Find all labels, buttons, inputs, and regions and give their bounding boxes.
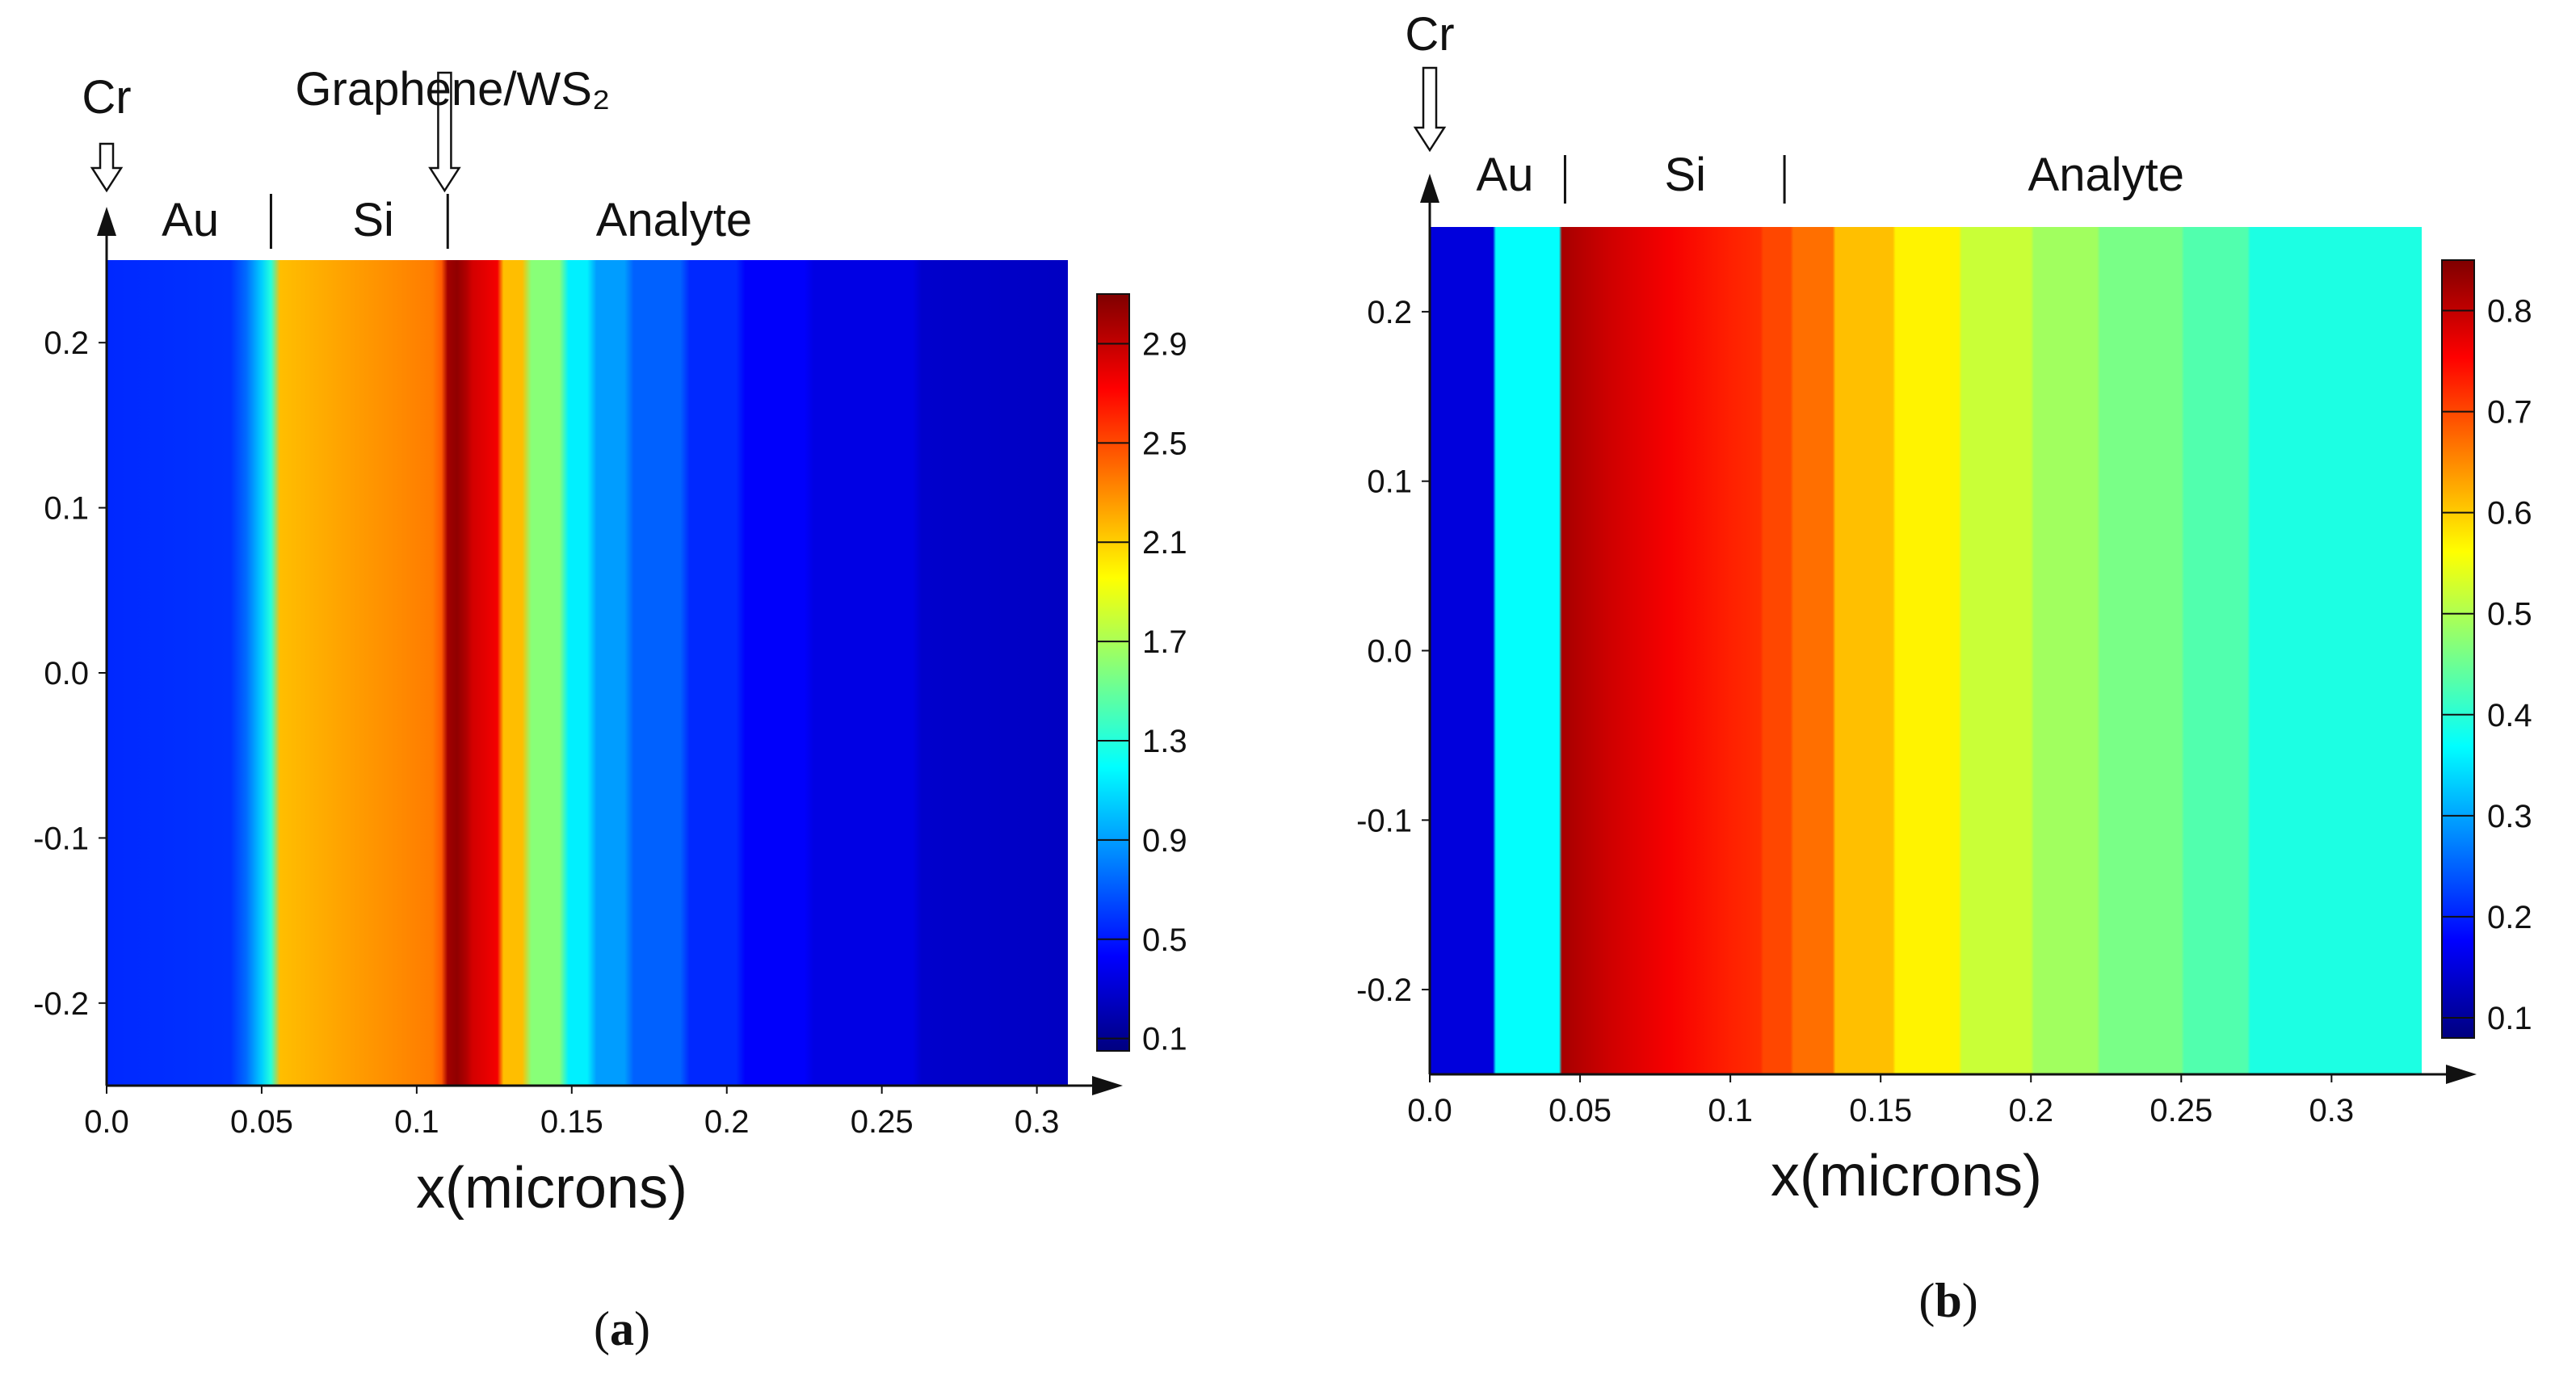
x-axis-arrow-icon [2446, 1065, 2477, 1084]
down-arrow-icon [90, 142, 124, 193]
x-ticks-a: 0.0 0.05 0.1 0.15 0.2 0.25 0.3 [84, 1086, 1059, 1140]
colorbar-tick-label: 0.2 [2487, 900, 2532, 935]
colorbar-tick-label: 0.5 [1142, 922, 1187, 958]
colorbar-tick-label: 2.9 [1142, 326, 1187, 362]
y-tick-label: 0.0 [1367, 634, 1412, 670]
colorbar-tick-label: 0.1 [1142, 1022, 1187, 1057]
y-tick-label: 0.1 [1367, 464, 1412, 500]
panel-a: 0.0 0.05 0.1 0.15 0.2 0.25 0.3 0.2 0.1 0.0 -0.1 -0… [33, 63, 1187, 1355]
layer-label: Si [1665, 149, 1707, 201]
y-axis-arrow-icon [1420, 174, 1439, 203]
x-axis-arrow-icon [1092, 1076, 1123, 1095]
y-ticks-b: 0.2 0.1 0.0 -0.1 -0.2 [1356, 295, 1430, 1008]
panel-label-b: (b) [1918, 1274, 1977, 1327]
y-tick-label: -0.1 [1356, 803, 1412, 838]
x-tick-label: 0.2 [2008, 1093, 2053, 1128]
colorbar-tick-label: 0.4 [2487, 698, 2532, 733]
x-tick-label: 0.1 [394, 1104, 439, 1140]
heatmap-plot-b [1430, 227, 2422, 1074]
colorbar-tick-label: 1.7 [1142, 624, 1187, 660]
layer-arrows-b: Cr [1405, 8, 1455, 153]
arrow-label: Graphene/WS₂ [295, 63, 610, 116]
colorbar-tick-label: 0.6 [2487, 496, 2532, 532]
colorbar-tick-label: 0.5 [2487, 597, 2532, 632]
colorbar-tick-label: 0.8 [2487, 294, 2532, 330]
colorbar-b [2441, 259, 2475, 1039]
x-tick-label: 0.25 [851, 1104, 914, 1140]
colorbar-a [1096, 293, 1130, 1052]
x-tick-label: 0.05 [1549, 1093, 1612, 1128]
x-axis-label-b: x(microns) [1771, 1144, 2042, 1208]
x-axis-label-a: x(microns) [416, 1156, 687, 1221]
y-tick-label: 0.1 [44, 491, 89, 527]
y-axis-arrow-icon [97, 207, 116, 236]
x-tick-label: 0.3 [2309, 1093, 2355, 1128]
down-arrow-icon [1413, 66, 1447, 153]
colorbar-tick-label: 0.7 [2487, 395, 2532, 431]
y-ticks-a: 0.2 0.1 0.0 -0.1 -0.2 [33, 326, 107, 1022]
colorbar-tick-label: 0.3 [2487, 799, 2532, 834]
colorbar-tick-label: 1.3 [1142, 724, 1187, 759]
colorbar-tick-label: 0.9 [1142, 823, 1187, 859]
y-tick-label: -0.2 [1356, 973, 1412, 1008]
panel-b: 0.0 0.05 0.1 0.15 0.2 0.25 0.3 0.2 0.1 0.0 -0.1 -0… [1356, 8, 2532, 1327]
axes-a [97, 207, 1123, 1095]
x-tick-label: 0.25 [2149, 1093, 2213, 1128]
colorbar-ticks-b: 0.8 0.7 0.6 0.5 0.4 0.3 0.2 0.1 [2442, 294, 2532, 1036]
layer-arrows-a: Cr Graphene/WS₂ [82, 63, 610, 193]
x-tick-label: 0.15 [1849, 1093, 1912, 1128]
layer-labels-a: Au Si Analyte [162, 194, 752, 249]
layer-label: Analyte [2028, 149, 2184, 201]
down-arrow-icon [428, 71, 461, 193]
x-tick-label: 0.05 [230, 1104, 293, 1140]
x-tick-label: 0.15 [540, 1104, 603, 1140]
x-tick-label: 0.2 [704, 1104, 750, 1140]
layer-label: Au [162, 194, 219, 246]
colorbar-tick-label: 2.5 [1142, 426, 1187, 461]
axes-b [1420, 174, 2477, 1084]
layer-label: Analyte [596, 194, 752, 246]
x-ticks-b: 0.0 0.05 0.1 0.15 0.2 0.25 0.3 [1407, 1074, 2354, 1128]
y-tick-label: -0.1 [33, 821, 89, 856]
x-tick-label: 0.1 [1708, 1093, 1753, 1128]
arrow-label: Cr [1405, 8, 1454, 61]
panel-label-a: (a) [594, 1302, 650, 1355]
layer-labels-b: Au Si Analyte [1477, 149, 2184, 204]
arrow-label: Cr [82, 71, 131, 124]
colorbar-tick-label: 2.1 [1142, 525, 1187, 561]
x-tick-label: 0.3 [1015, 1104, 1060, 1140]
x-tick-label: 0.0 [1407, 1093, 1452, 1128]
heatmap-plot-a [107, 260, 1068, 1086]
x-tick-label: 0.0 [84, 1104, 129, 1140]
y-tick-label: 0.0 [44, 656, 89, 691]
layer-label: Si [352, 194, 394, 246]
y-tick-label: 0.2 [1367, 295, 1412, 330]
layer-label: Au [1477, 149, 1534, 201]
colorbar-ticks-a: 2.9 2.5 2.1 1.7 1.3 0.9 0.5 0.1 [1097, 326, 1187, 1057]
y-tick-label: -0.2 [33, 986, 89, 1022]
y-tick-label: 0.2 [44, 326, 89, 361]
colorbar-tick-label: 0.1 [2487, 1001, 2532, 1036]
